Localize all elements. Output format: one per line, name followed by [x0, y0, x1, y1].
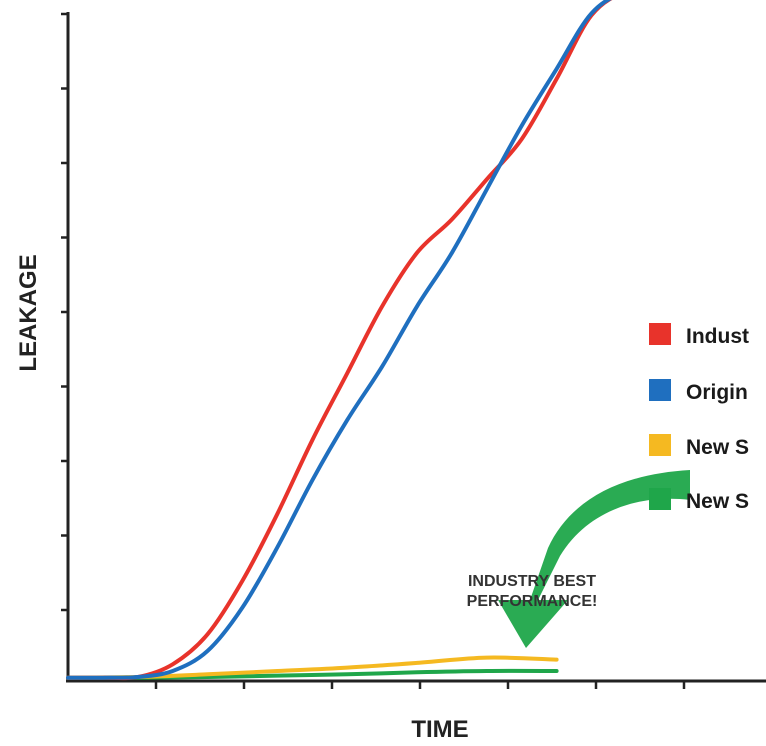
series-line-0: [66, 0, 613, 681]
legend-label-0: Indust: [686, 325, 749, 348]
legend-swatch-1: [649, 379, 671, 401]
y-axis-title: LEAKAGE: [15, 254, 42, 371]
legend-label-3: New S: [686, 490, 749, 513]
legend-swatch-0: [649, 323, 671, 345]
series-line-1: [66, 0, 612, 680]
legend-swatch-2: [649, 434, 671, 456]
series-lines: [66, 0, 613, 681]
axis-ticks: [61, 12, 686, 689]
legend-label-1: Origin: [686, 381, 748, 404]
curved-arrow-icon: [498, 470, 690, 648]
legend-label-2: New S: [686, 436, 749, 459]
best-performance-arrow: INDUSTRY BEST PERFORMANCE!: [467, 470, 690, 648]
annotation-line-2: PERFORMANCE!: [467, 593, 598, 610]
x-axis-title: TIME: [411, 716, 468, 743]
legend-swatch-3: [649, 488, 671, 510]
annotation-line-1: INDUSTRY BEST: [468, 573, 596, 590]
legend: Indust Origin New S New S: [649, 323, 749, 513]
